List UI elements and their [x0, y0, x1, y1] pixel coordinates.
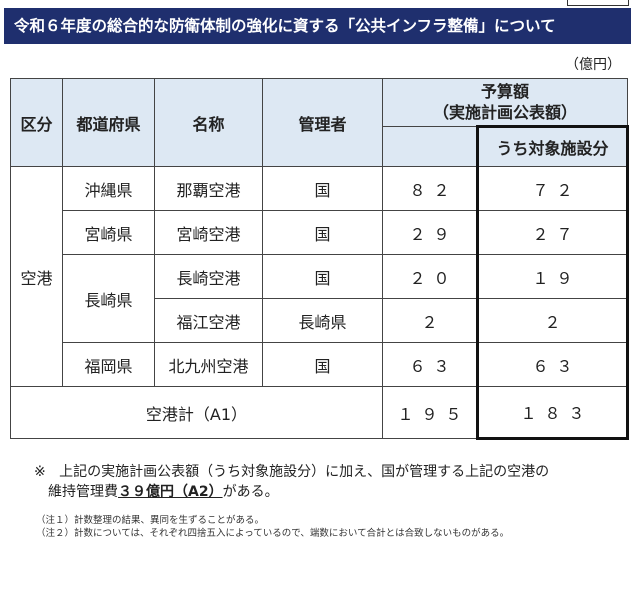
footnotes: （注１）計数整理の結果、異同を生ずることがある。 （注２）計数については、それぞ…	[36, 514, 509, 540]
total-label: 空港計（A1）	[10, 386, 383, 439]
note-line2: 維持管理費３９億円（A2）がある。	[34, 482, 549, 502]
total-row: 空港計（A1） １９５ １８３	[10, 386, 630, 440]
footnote-1: （注１）計数整理の結果、異同を生ずることがある。	[36, 515, 265, 526]
manager-cell: 国	[262, 166, 383, 211]
page-title: 令和６年度の総合的な防衛体制の強化に資する「公共インフラ整備」について	[4, 8, 631, 44]
budget-cell: ２０	[382, 254, 478, 299]
total-budget: １９５	[382, 386, 478, 439]
header-budget-blank	[382, 126, 478, 167]
target-cell: ７２	[475, 166, 630, 211]
budget-table: 区分 都道府県 名称 管理者 予算額 （実施計画公表額） うち対象施設分 空港 …	[10, 78, 630, 440]
prefecture-cell: 長崎県	[62, 254, 155, 343]
header-prefecture: 都道府県	[62, 78, 155, 167]
name-cell: 長崎空港	[154, 254, 263, 299]
header-target: うち対象施設分	[475, 125, 630, 167]
header-name: 名称	[154, 78, 263, 167]
prefecture-cell: 宮崎県	[62, 210, 155, 255]
header-budget-line2: （実施計画公表額）	[433, 103, 578, 122]
category-cell: 空港	[10, 166, 63, 387]
name-cell: 北九州空港	[154, 342, 263, 387]
note-text1: 上記の実施計画公表額（うち対象施設分）に加え、国が管理する上記の空港の	[59, 464, 550, 480]
header-budget: 予算額 （実施計画公表額）	[381, 78, 629, 127]
note-mark: ※	[34, 464, 46, 480]
budget-cell: ６３	[382, 342, 478, 387]
note-line1: ※ 上記の実施計画公表額（うち対象施設分）に加え、国が管理する上記の空港の	[34, 462, 549, 482]
prefecture-cell: 沖縄県	[62, 166, 155, 211]
total-target: １８３	[475, 386, 630, 440]
footnote-2: （注２）計数については、それぞれ四捨五入によっているので、端数において合計とは合…	[36, 528, 510, 539]
manager-cell: 国	[262, 254, 383, 299]
budget-cell: ２９	[382, 210, 478, 255]
table-row: 宮崎県 宮崎空港 国 ２９ ２７	[11, 210, 630, 255]
note: ※ 上記の実施計画公表額（うち対象施設分）に加え、国が管理する上記の空港の 維持…	[34, 462, 549, 502]
name-cell: 那覇空港	[154, 166, 263, 211]
table-row: 福岡県 北九州空港 国 ６３ ６３	[11, 342, 630, 387]
target-cell: ２７	[475, 210, 630, 255]
note-text2-post: がある。	[222, 484, 279, 500]
budget-cell: ２	[382, 298, 478, 343]
header-budget-line1: 予算額	[481, 82, 530, 101]
target-cell: ２	[475, 298, 630, 343]
target-cell: ６３	[475, 342, 630, 387]
table-row: 長崎県 長崎空港 国 ２０ １９	[11, 254, 630, 343]
header-category: 区分	[10, 78, 63, 167]
corner-box	[567, 0, 629, 6]
target-cell: １９	[475, 254, 630, 299]
unit-label: （億円）	[565, 57, 621, 73]
manager-cell: 国	[262, 342, 383, 387]
name-cell: 福江空港	[154, 298, 263, 343]
manager-cell: 国	[262, 210, 383, 255]
table-row: 空港 沖縄県 那覇空港 国 ８２ ７２	[10, 166, 630, 387]
budget-cell: ８２	[382, 166, 478, 211]
header-manager: 管理者	[262, 78, 383, 167]
table-row: 福江空港 長崎県 ２ ２	[11, 298, 630, 343]
note-emphasis: ３９億円（A2）	[118, 484, 223, 500]
name-cell: 宮崎空港	[154, 210, 263, 255]
manager-cell: 長崎県	[262, 298, 383, 343]
prefecture-cell: 福岡県	[62, 342, 155, 387]
note-text2-pre: 維持管理費	[48, 484, 118, 500]
